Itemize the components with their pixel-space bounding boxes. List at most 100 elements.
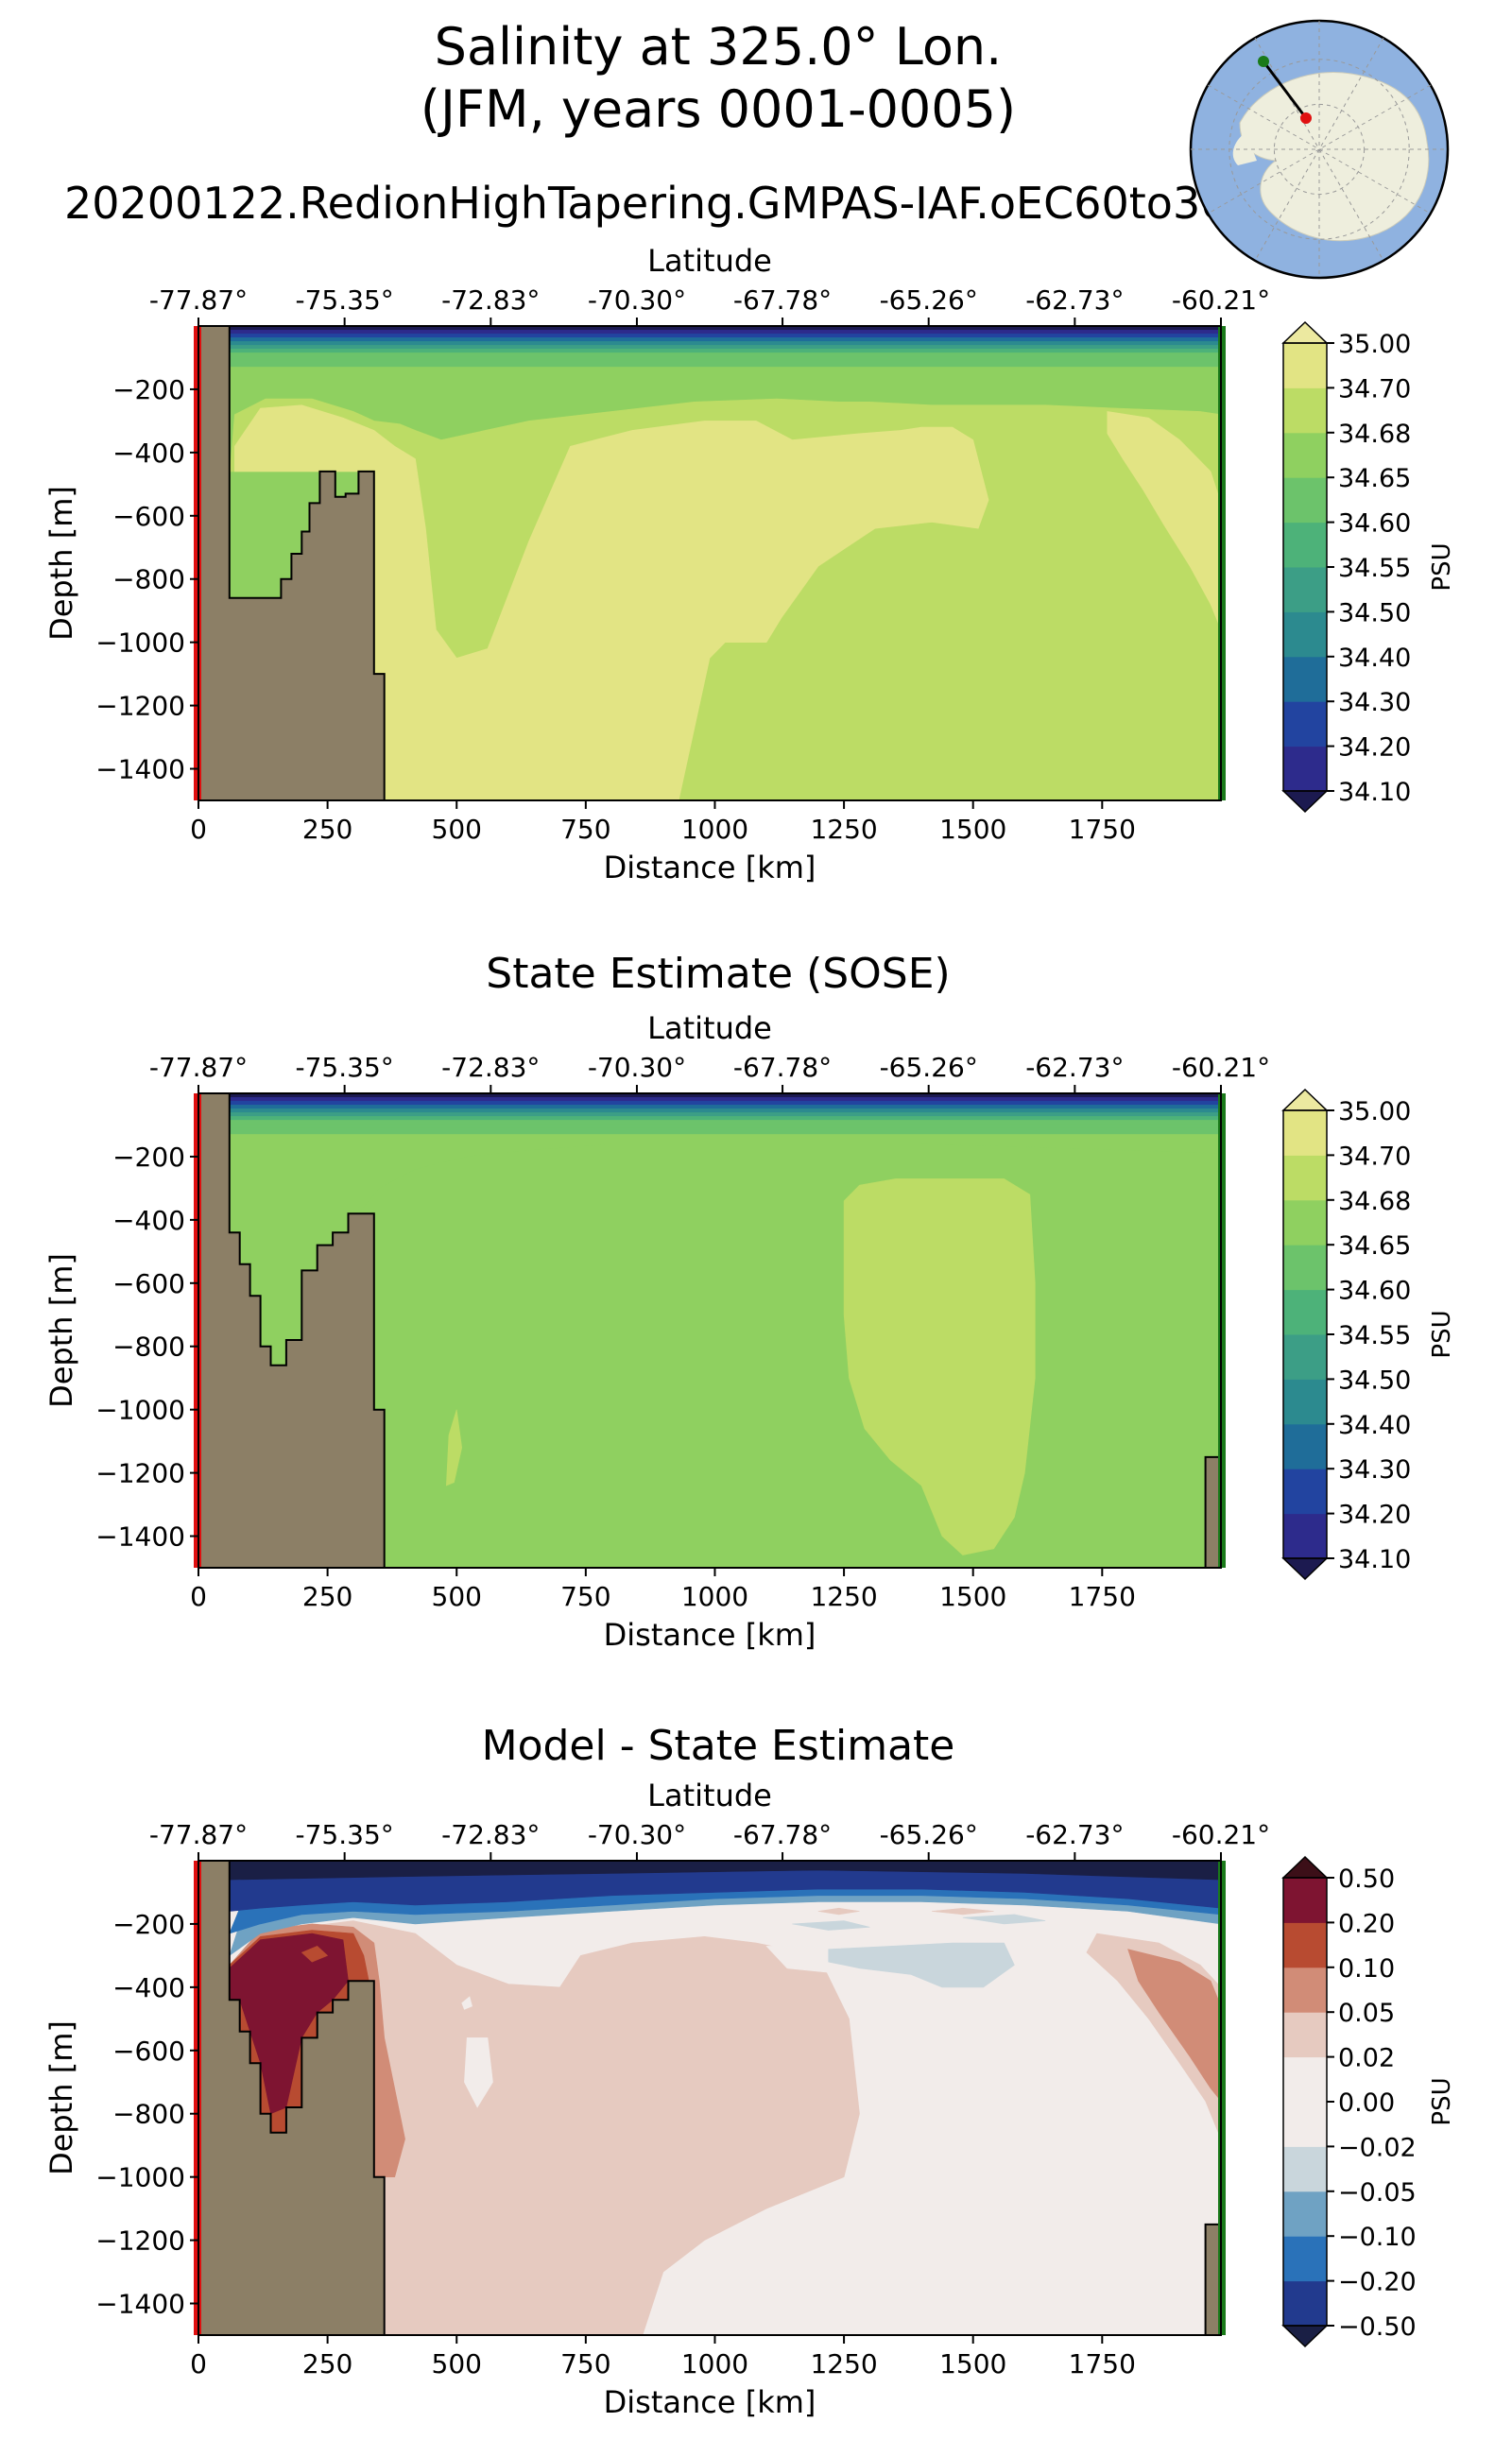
colorbar-tick-label: 34.60 [1338, 509, 1411, 539]
plot-frame [198, 1860, 1222, 2336]
lat-tick-label: -62.73° [1025, 1052, 1124, 1083]
colorbar-tick-label: −0.05 [1338, 2178, 1417, 2208]
colorbar-tick-label: 35.00 [1338, 330, 1411, 359]
lat-tick-label: -60.21° [1172, 1052, 1270, 1083]
surface-band [198, 1120, 1221, 1127]
inset-map [1189, 19, 1450, 280]
lat-tick-label: -70.30° [588, 1819, 686, 1850]
x-tick-label: 250 [302, 1581, 352, 1612]
bathymetry-right [1204, 1455, 1221, 1568]
plot-area-sose [198, 1093, 1221, 1568]
inset-antarctica [1239, 72, 1430, 242]
colorbar-tick-label: 0.05 [1338, 1999, 1395, 2028]
colorbar-tick-label: 34.40 [1338, 1411, 1411, 1440]
lat-tick-label: -75.35° [296, 1052, 394, 1083]
colorbar-tick-label: 34.20 [1338, 733, 1411, 763]
panel-diff: 0 250 500 750 1000 1250 1500 1750 Distance [km] −… [43, 1778, 1456, 2420]
x-tick-label: 1500 [939, 1581, 1006, 1612]
colorbar-tick-label: 0.02 [1338, 2044, 1395, 2073]
lat-tick-label: -70.30° [588, 284, 686, 316]
colorbar-tick-label: 0.20 [1338, 1909, 1395, 1938]
colorbar-tick-label: 34.65 [1338, 1231, 1411, 1261]
y-tick-label: −1000 [95, 2162, 185, 2193]
colorbar-tick-label: −0.20 [1338, 2268, 1417, 2297]
surface-band [198, 352, 1221, 360]
colorbar-segment-2 [1283, 656, 1327, 702]
x-tick-label: 500 [432, 1581, 482, 1612]
colorbar-segment-2 [1283, 2191, 1327, 2237]
lat-tick-label: -72.83° [441, 1052, 540, 1083]
colorbar-tick-label: 34.68 [1338, 420, 1411, 449]
colorbar-segment-0 [1283, 746, 1327, 792]
y-tick-label: −400 [112, 1972, 185, 2003]
colorbar-tick-label: 34.50 [1338, 598, 1411, 627]
surface-band [198, 356, 1221, 364]
colorbar-tick-label: 34.40 [1338, 644, 1411, 673]
lat-tick-label: -60.21° [1172, 284, 1270, 316]
colorbar-segment-1 [1283, 1469, 1327, 1515]
x-tick-label: 1750 [1069, 1581, 1136, 1612]
colorbar-segment-8 [1283, 1155, 1327, 1201]
colorbar-extend-high [1281, 1855, 1329, 1879]
lat-tick-label: -62.73° [1025, 284, 1124, 316]
lat-tick-label: -62.73° [1025, 1819, 1124, 1850]
x-tick-label: 1500 [939, 814, 1006, 845]
surface-band [198, 1097, 1221, 1105]
contour-region-3 [817, 1907, 860, 1916]
x-axis-label: Distance [km] [604, 1617, 816, 1653]
bathymetry-left [198, 1093, 386, 1568]
surface-band [198, 330, 1221, 337]
colorbar-segment-6 [1283, 1245, 1327, 1291]
contour-region-1 [234, 404, 989, 800]
x-tick-label: 0 [190, 1581, 207, 1612]
colorbar-segment-5 [1283, 2056, 1327, 2103]
lat-tick-label: -77.87° [149, 1819, 248, 1850]
colorbar-segment-3 [1283, 2146, 1327, 2192]
contour-region-10 [466, 1923, 571, 1966]
y-tick-label: −1400 [95, 1521, 185, 1553]
panel-title-diff: Model - State Estimate [481, 1722, 955, 1770]
x-tick-label: 250 [302, 2348, 352, 2380]
colorbar-label: PSU [1428, 1310, 1456, 1358]
colorbar-tick-label: 34.10 [1338, 778, 1411, 807]
colorbar-tick-label: 0.10 [1338, 1954, 1395, 1984]
y-tick-label: −800 [112, 1332, 185, 1363]
x-tick-label: 1000 [681, 814, 748, 845]
x-tick-label: 1250 [810, 1581, 877, 1612]
colorbar-tick-label: 34.65 [1338, 464, 1411, 493]
lat-tick-label: -67.78° [733, 1819, 832, 1850]
contour-region-20 [229, 1861, 1221, 1881]
colorbar-extend-high [1281, 1088, 1329, 1111]
figure-title-line1: Salinity at 325.0° Lon. [434, 17, 1003, 77]
colorbar-segment-9 [1283, 1110, 1327, 1156]
colorbar-segment-6 [1283, 2012, 1327, 2058]
y-tick-label: −400 [112, 438, 185, 469]
contour-region-15 [792, 1920, 870, 1931]
colorbar-tick-label: −0.10 [1338, 2223, 1417, 2252]
surface-band [198, 349, 1221, 356]
colorbar-tick-label: 34.50 [1338, 1366, 1411, 1395]
y-axis-label: Depth [m] [43, 2020, 79, 2175]
lat-tick-label: -65.26° [880, 1819, 978, 1850]
colorbar-segment-5 [1283, 522, 1327, 568]
colorbar-tick-label: 34.60 [1338, 1277, 1411, 1306]
surface-band [198, 334, 1221, 341]
surface-band [198, 1127, 1221, 1135]
inset-graticule-meridian [1254, 37, 1384, 262]
bathymetry-left [198, 326, 386, 800]
y-tick-label: −1400 [95, 754, 185, 785]
colorbar-segment-0 [1283, 1513, 1327, 1559]
lat-tick-label: -65.26° [880, 284, 978, 316]
lat-tick-label: -77.87° [149, 284, 248, 316]
x-axis-label: Distance [km] [604, 850, 816, 885]
y-tick-label: −200 [112, 1909, 185, 1940]
lat-tick-label: -72.83° [441, 1819, 540, 1850]
colorbar-tick-label: 34.70 [1338, 374, 1411, 404]
x-tick-label: 1000 [681, 2348, 748, 2380]
top-axis-label: Latitude [647, 243, 772, 279]
contour-region-1 [843, 1178, 1036, 1555]
inset-graticule-meridian [1207, 84, 1432, 215]
lat-tick-label: -60.21° [1172, 1819, 1270, 1850]
colorbar-segment-6 [1283, 477, 1327, 524]
bathymetry-right [1204, 2223, 1221, 2335]
